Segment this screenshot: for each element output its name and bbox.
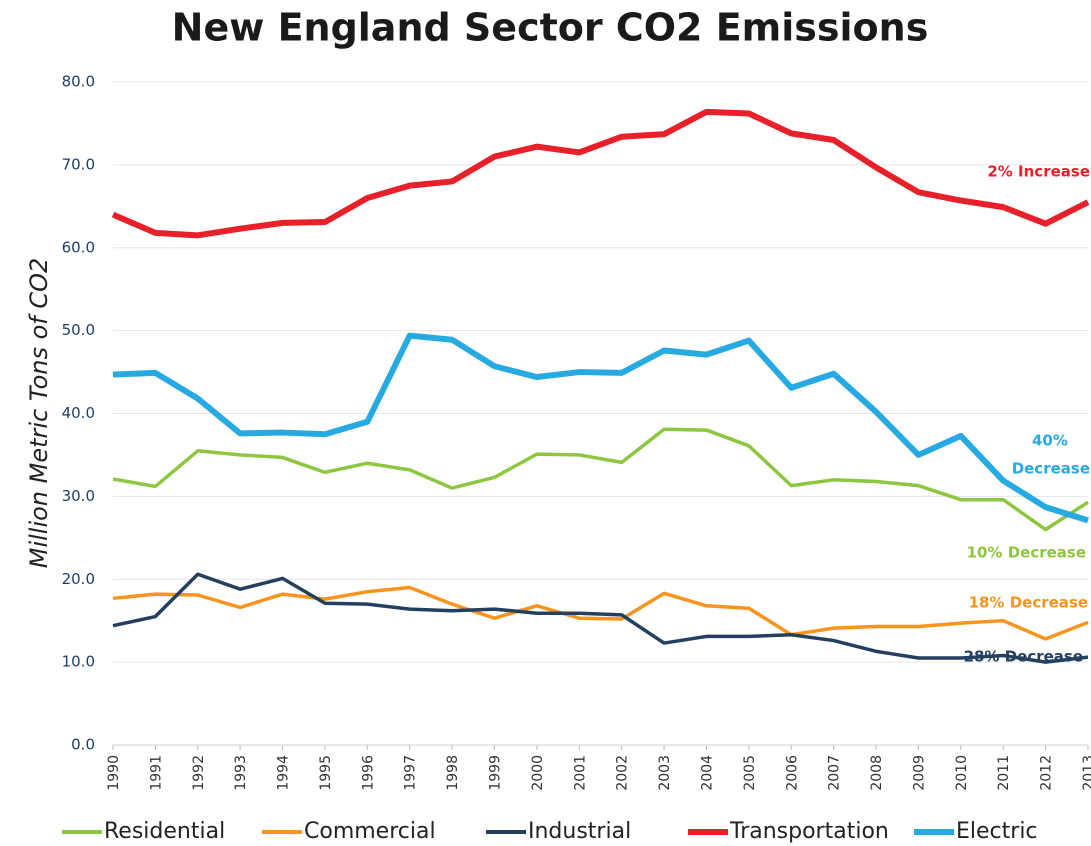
x-tick-label: 2011 [996, 755, 1012, 791]
x-tick-label: 2010 [954, 755, 970, 791]
annotation: 18% Decrease [969, 594, 1088, 612]
chart-title: New England Sector CO2 Emissions [172, 6, 929, 50]
x-tick-label: 1993 [233, 755, 249, 791]
y-tick-label: 20.0 [62, 570, 95, 588]
x-tick-label: 2008 [869, 755, 885, 791]
x-tick-label: 1992 [191, 755, 207, 791]
x-tick-label: 2006 [784, 755, 800, 791]
x-tick-label: 2002 [615, 755, 631, 791]
x-tick-label: 2000 [530, 755, 546, 791]
series-line [112, 332, 1089, 524]
annotation: 10% Decrease [967, 544, 1086, 562]
y-tick-label: 10.0 [62, 653, 95, 671]
legend-label: Residential [104, 819, 225, 844]
legend-label: Industrial [528, 819, 631, 844]
y-tick-label: 50.0 [62, 321, 95, 339]
x-tick-label: 1991 [148, 755, 164, 791]
x-tick-label: 1990 [106, 755, 122, 791]
legend-label: Electric [956, 819, 1038, 844]
x-tick-label: 1996 [360, 755, 376, 791]
legend-label: Transportation [729, 819, 889, 844]
y-axis-title: Million Metric Tons of CO2 [25, 258, 53, 569]
x-tick-label: 1998 [445, 755, 461, 791]
annotation: 2% Increase [987, 163, 1090, 181]
x-tick-label: 2007 [827, 755, 843, 791]
x-tick-label: 2003 [657, 755, 673, 791]
x-tick-label: 2013 [1081, 755, 1091, 791]
series-line [112, 572, 1089, 664]
x-tick-label: 1995 [318, 755, 334, 791]
y-tick-label: 70.0 [62, 155, 95, 173]
x-tick-label: 2012 [1039, 755, 1055, 791]
y-tick-label: 30.0 [62, 487, 95, 505]
y-tick-label: 80.0 [62, 73, 95, 91]
series-line [111, 108, 1090, 239]
x-tick-label: 1997 [403, 755, 419, 791]
x-tick-label: 1994 [276, 755, 292, 791]
x-tick-label: 1999 [488, 755, 504, 791]
x-tick-label: 2004 [699, 755, 715, 791]
y-tick-label: 60.0 [62, 238, 95, 256]
y-tick-label: 40.0 [62, 404, 95, 422]
series-line [112, 427, 1089, 532]
y-tick-label: 0.0 [71, 736, 95, 754]
series-line [112, 585, 1089, 641]
x-tick-label: 2005 [742, 755, 758, 791]
annotation: 28% Decrease [964, 648, 1083, 666]
annotation: 40% [1032, 432, 1068, 450]
annotation: Decrease [1012, 460, 1090, 478]
x-tick-label: 2009 [911, 755, 927, 791]
x-tick-label: 2001 [572, 755, 588, 791]
legend-label: Commercial [304, 819, 436, 844]
